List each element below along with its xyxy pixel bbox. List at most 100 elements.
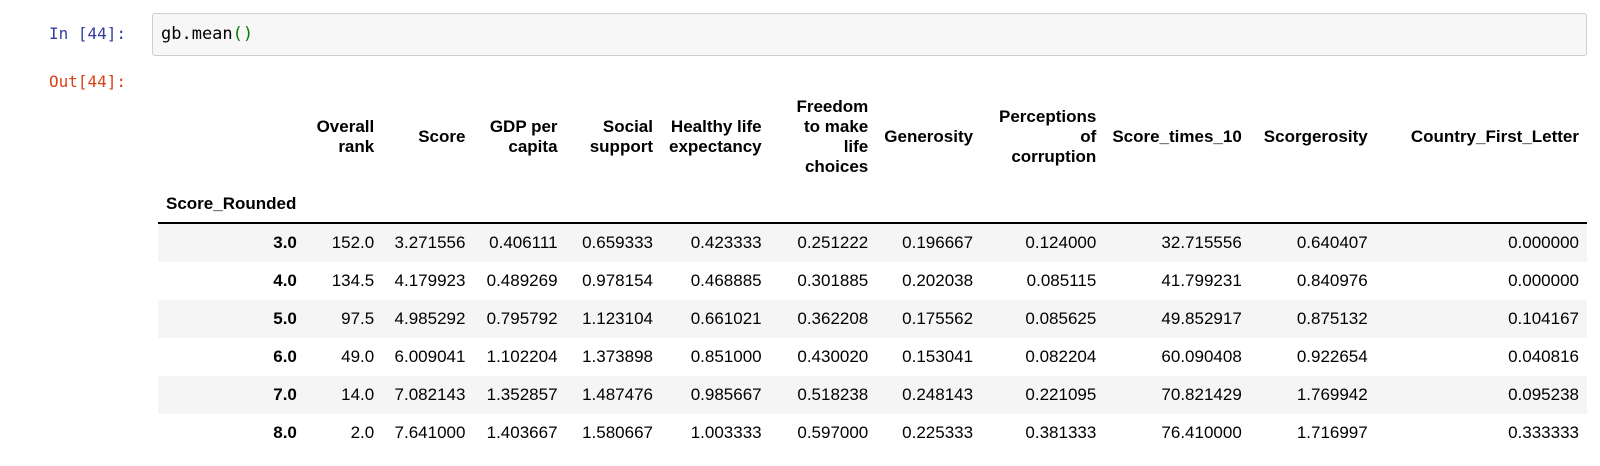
column-header: GDP per capita — [489, 117, 558, 156]
table-cell: 134.5 — [331, 271, 375, 290]
table-cell: 0.202038 — [902, 271, 974, 290]
index-name-filler — [305, 187, 1587, 223]
table-cell: 0.225333 — [902, 423, 974, 442]
table-cell: 0.196667 — [902, 233, 974, 252]
index-name-row: Score_Rounded — [158, 187, 1587, 223]
column-header: Generosity — [884, 127, 974, 146]
code-parentheses: () — [232, 24, 254, 44]
code-cell-output-row: Out[44]: Overall rank Score GDP per capita… — [18, 63, 1587, 452]
dataframe-body: 3.0 152.0 3.271556 0.406111 0.659333 0.423333… — [158, 223, 1587, 452]
table-cell: 0.518238 — [797, 385, 869, 404]
table-cell: 0.851000 — [690, 347, 762, 366]
row-index-cell: 3.0 — [273, 233, 297, 252]
row-index-cell: 5.0 — [273, 309, 297, 328]
input-prompt: In [44]: — [48, 24, 126, 43]
code-line[interactable]: gb.mean() — [161, 24, 253, 44]
code-expression: gb.mean — [161, 24, 233, 44]
column-header-row: Overall rank Score GDP per capita Social su… — [158, 87, 1587, 187]
table-cell: 7.082143 — [394, 385, 466, 404]
row-index-cell: 8.0 — [273, 423, 297, 442]
table-cell: 0.795792 — [486, 309, 558, 328]
column-header: Healthy life expectancy — [669, 117, 762, 156]
table-cell: 0.301885 — [797, 271, 869, 290]
table-cell: 0.248143 — [902, 385, 974, 404]
code-editor[interactable]: gb.mean() — [152, 13, 1587, 56]
table-cell: 0.175562 — [902, 309, 974, 328]
table-cell: 0.875132 — [1296, 309, 1368, 328]
table-cell: 0.251222 — [797, 233, 869, 252]
column-header: Overall rank — [316, 117, 375, 156]
table-cell: 49.0 — [341, 347, 375, 366]
row-index-cell: 7.0 — [273, 385, 297, 404]
table-cell: 0.597000 — [797, 423, 869, 442]
table-cell: 0.661021 — [690, 309, 762, 328]
notebook-page: In [44]: gb.mean() Out[44]: Overall rank… — [18, 13, 1587, 452]
code-cell-input-row: In [44]: gb.mean() — [18, 13, 1587, 56]
table-cell: 1.123104 — [582, 309, 653, 328]
table-cell: 0.468885 — [690, 271, 762, 290]
table-cell: 0.659333 — [582, 233, 653, 252]
column-header: Score_times_10 — [1112, 127, 1242, 146]
table-cell: 4.179923 — [394, 271, 466, 290]
table-cell: 49.852917 — [1161, 309, 1242, 328]
column-header: Scorgerosity — [1263, 127, 1368, 146]
table-cell: 0.362208 — [797, 309, 869, 328]
column-header: Social support — [589, 117, 653, 156]
table-cell: 1.580667 — [582, 423, 653, 442]
table-cell: 0.040816 — [1508, 347, 1579, 366]
column-header: Freedom to make life choices — [796, 97, 869, 176]
table-cell: 60.090408 — [1161, 347, 1242, 366]
table-cell: 0.840976 — [1296, 271, 1368, 290]
column-header: Country_First_Letter — [1410, 127, 1579, 146]
table-cell: 0.333333 — [1508, 423, 1579, 442]
table-cell: 14.0 — [341, 385, 375, 404]
row-index-cell: 6.0 — [273, 347, 297, 366]
table-row: 4.0 134.5 4.179923 0.489269 0.978154 0.468885… — [158, 262, 1587, 300]
table-row: 5.0 97.5 4.985292 0.795792 1.123104 0.661021 0… — [158, 300, 1587, 338]
table-cell: 3.271556 — [394, 233, 466, 252]
table-cell: 0.640407 — [1296, 233, 1368, 252]
column-header: Score — [418, 127, 466, 146]
table-cell: 76.410000 — [1161, 423, 1242, 442]
table-cell: 2.0 — [350, 423, 375, 442]
table-cell: 152.0 — [331, 233, 375, 252]
table-row: 8.0 2.0 7.641000 1.403667 1.580667 1.003333 0.… — [158, 414, 1587, 452]
table-cell: 0.922654 — [1296, 347, 1368, 366]
table-cell: 0.423333 — [690, 233, 762, 252]
table-cell: 1.403667 — [486, 423, 558, 442]
table-cell: 0.082204 — [1025, 347, 1097, 366]
table-cell: 0.153041 — [902, 347, 974, 366]
table-cell: 0.489269 — [486, 271, 558, 290]
table-cell: 0.985667 — [690, 385, 762, 404]
table-cell: 0.104167 — [1508, 309, 1579, 328]
table-cell: 0.124000 — [1025, 233, 1097, 252]
table-cell: 0.085625 — [1025, 309, 1097, 328]
output-prompt: Out[44]: — [48, 72, 126, 91]
table-cell: 32.715556 — [1161, 233, 1242, 252]
table-cell: 41.799231 — [1161, 271, 1242, 290]
table-cell: 0.000000 — [1508, 271, 1579, 290]
table-cell: 1.003333 — [690, 423, 762, 442]
table-row: 6.0 49.0 6.009041 1.102204 1.373898 0.851000 0… — [158, 338, 1587, 376]
table-cell: 1.487476 — [582, 385, 653, 404]
table-cell: 0.978154 — [582, 271, 653, 290]
table-cell: 0.000000 — [1508, 233, 1579, 252]
row-index-cell: 4.0 — [273, 271, 297, 290]
table-cell: 1.769942 — [1296, 385, 1368, 404]
table-cell: 0.085115 — [1026, 271, 1097, 290]
table-row: 3.0 152.0 3.271556 0.406111 0.659333 0.423333… — [158, 223, 1587, 262]
output-area: Overall rank Score GDP per capita Social su… — [152, 63, 1587, 452]
dataframe-header: Overall rank Score GDP per capita Social su… — [158, 87, 1587, 223]
table-cell: 70.821429 — [1161, 385, 1242, 404]
table-cell: 97.5 — [341, 309, 375, 328]
table-cell: 1.716997 — [1296, 423, 1368, 442]
table-cell: 7.641000 — [394, 423, 466, 442]
table-cell: 4.985292 — [394, 309, 466, 328]
index-name-label: Score_Rounded — [166, 194, 297, 213]
table-cell: 1.352857 — [486, 385, 558, 404]
column-header: Perceptions of corruption — [999, 107, 1097, 166]
table-cell: 0.430020 — [797, 347, 869, 366]
table-cell: 0.381333 — [1025, 423, 1097, 442]
table-cell: 1.373898 — [582, 347, 653, 366]
table-cell: 0.095238 — [1508, 385, 1579, 404]
